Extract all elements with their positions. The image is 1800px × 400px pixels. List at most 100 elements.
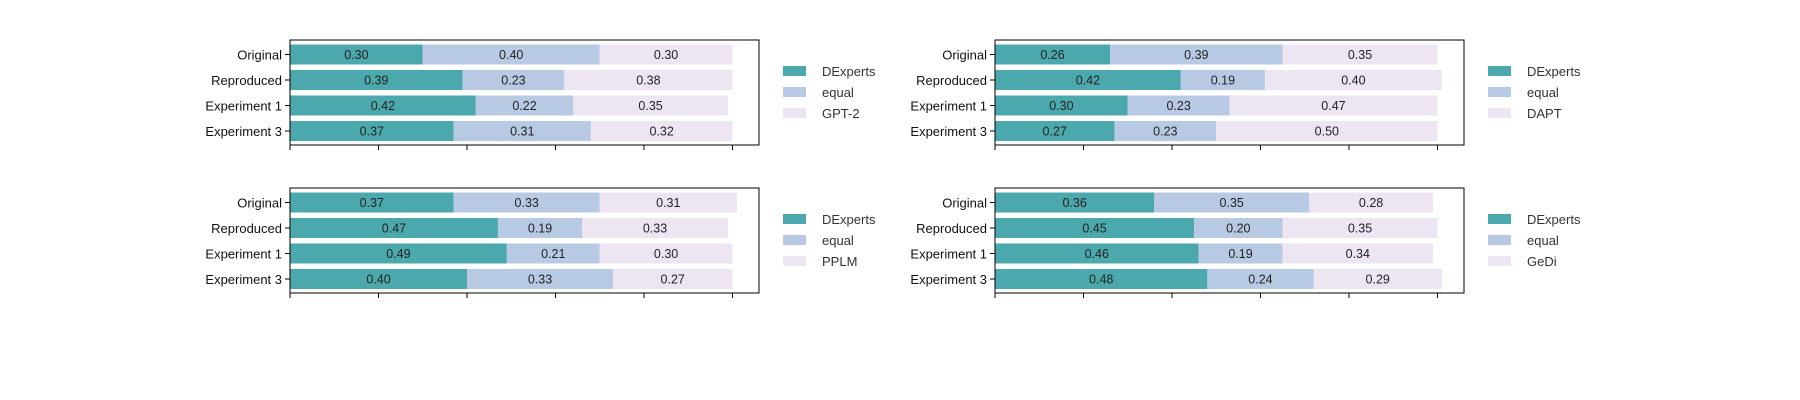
legend-label: DExperts xyxy=(1527,212,1581,227)
legend-label: DExperts xyxy=(1527,64,1581,79)
y-tick-label: Reproduced xyxy=(211,73,282,88)
bar-value-label: 0.23 xyxy=(501,74,525,88)
bar-value-label: 0.35 xyxy=(1348,48,1372,62)
legend-label: DAPT xyxy=(1527,106,1562,121)
bar-value-label: 0.27 xyxy=(1043,125,1067,139)
bar-segment xyxy=(1216,121,1438,141)
bar-value-label: 0.40 xyxy=(366,273,390,287)
legend-swatch xyxy=(1488,108,1511,118)
bar-segment xyxy=(599,44,733,65)
bar-value-label: 0.47 xyxy=(382,222,406,236)
bar-segment xyxy=(1313,269,1442,289)
legend-swatch xyxy=(1488,66,1511,76)
bar-value-label: 0.22 xyxy=(512,99,536,113)
bar-value-label: 0.30 xyxy=(654,48,678,62)
plot-frame xyxy=(289,39,760,146)
bar-value-label: 0.42 xyxy=(371,99,395,113)
bar-segment xyxy=(1154,192,1310,213)
bar-segment xyxy=(995,269,1208,289)
bar-value-label: 0.39 xyxy=(364,74,388,88)
legend-swatch xyxy=(783,214,806,224)
bar-segment xyxy=(475,95,574,116)
bar-segment xyxy=(590,121,733,141)
bar-value-label: 0.34 xyxy=(1346,247,1370,261)
bar-segment xyxy=(995,121,1115,141)
legend-swatch xyxy=(783,256,806,266)
bar-value-label: 0.40 xyxy=(499,48,523,62)
bar-value-label: 0.45 xyxy=(1082,222,1106,236)
bar-value-label: 0.26 xyxy=(1040,48,1064,62)
legend-swatch xyxy=(783,66,806,76)
bar-value-label: 0.37 xyxy=(360,125,384,139)
legend-swatch xyxy=(783,235,806,245)
legend-swatch xyxy=(783,87,806,97)
legend-label: GPT-2 xyxy=(822,106,860,121)
legend-label: equal xyxy=(1527,85,1559,100)
legend: DExperts equal DAPT xyxy=(1488,64,1581,121)
bar-segment xyxy=(462,70,565,90)
bar-value-label: 0.38 xyxy=(636,74,660,88)
legend-label: equal xyxy=(822,233,854,248)
bar-segment xyxy=(573,95,729,116)
legend-swatch xyxy=(1488,256,1511,266)
bar-segment xyxy=(1194,218,1283,238)
legend-label: GeDi xyxy=(1527,254,1557,269)
chart-panel-3: 0.37 0.33 0.31 Original 0.47 0.19 0.33 Reproduc… xyxy=(205,187,876,298)
y-tick-label: Reproduced xyxy=(211,221,282,236)
bar-value-label: 0.32 xyxy=(649,125,673,139)
y-tick-label: Experiment 3 xyxy=(910,272,987,287)
bar-value-label: 0.24 xyxy=(1248,273,1272,287)
bar-segment xyxy=(1207,269,1314,289)
y-tick-label: Experiment 1 xyxy=(910,247,987,262)
bar-value-label: 0.19 xyxy=(528,222,552,236)
bar-segment xyxy=(1309,192,1434,213)
y-tick-label: Original xyxy=(942,48,987,63)
legend-swatch xyxy=(1488,214,1511,224)
bar-value-label: 0.33 xyxy=(515,196,539,210)
bar-segment xyxy=(290,95,476,116)
bar-segment xyxy=(290,44,423,65)
bar-value-label: 0.48 xyxy=(1089,273,1113,287)
bar-value-label: 0.35 xyxy=(1220,196,1244,210)
bar-segment xyxy=(1110,44,1283,65)
bar-segment xyxy=(564,70,733,90)
bar-segment xyxy=(506,243,600,264)
bar-segment xyxy=(290,192,454,213)
bar-segment xyxy=(1198,243,1283,264)
bar-segment xyxy=(995,70,1181,90)
bar-segment xyxy=(497,218,583,238)
legend-label: equal xyxy=(1527,233,1559,248)
bar-value-label: 0.19 xyxy=(1228,247,1252,261)
bar-value-label: 0.30 xyxy=(344,48,368,62)
bar-segment xyxy=(290,218,498,238)
bar-value-label: 0.30 xyxy=(1049,99,1073,113)
bar-value-label: 0.47 xyxy=(1321,99,1345,113)
bar-segment xyxy=(453,192,600,213)
bar-segment xyxy=(466,269,613,289)
bar-segment xyxy=(599,243,733,264)
bar-segment xyxy=(995,218,1195,238)
bar-segment xyxy=(290,243,507,264)
y-tick-label: Experiment 3 xyxy=(205,272,282,287)
bar-segment xyxy=(1127,95,1230,116)
bar-value-label: 0.46 xyxy=(1085,247,1109,261)
bar-value-label: 0.49 xyxy=(386,247,410,261)
y-tick-label: Original xyxy=(237,48,282,63)
legend-label: equal xyxy=(822,85,854,100)
bar-segment xyxy=(582,218,729,238)
bar-value-label: 0.42 xyxy=(1076,74,1100,88)
y-tick-label: Reproduced xyxy=(916,221,987,236)
legend: DExperts equal PPLM xyxy=(783,212,876,269)
bar-segment xyxy=(290,269,467,289)
legend: DExperts equal GeDi xyxy=(1488,212,1581,269)
y-tick-label: Reproduced xyxy=(916,73,987,88)
bar-segment xyxy=(1264,70,1442,90)
bar-segment xyxy=(599,192,737,213)
bar-segment xyxy=(995,44,1111,65)
bar-value-label: 0.23 xyxy=(1153,125,1177,139)
chart-panel-2: 0.26 0.39 0.35 Original 0.42 0.19 0.40 Reproduc… xyxy=(910,39,1581,150)
legend-swatch xyxy=(1488,87,1511,97)
bar-segment xyxy=(995,243,1199,264)
legend-label: DExperts xyxy=(822,64,876,79)
